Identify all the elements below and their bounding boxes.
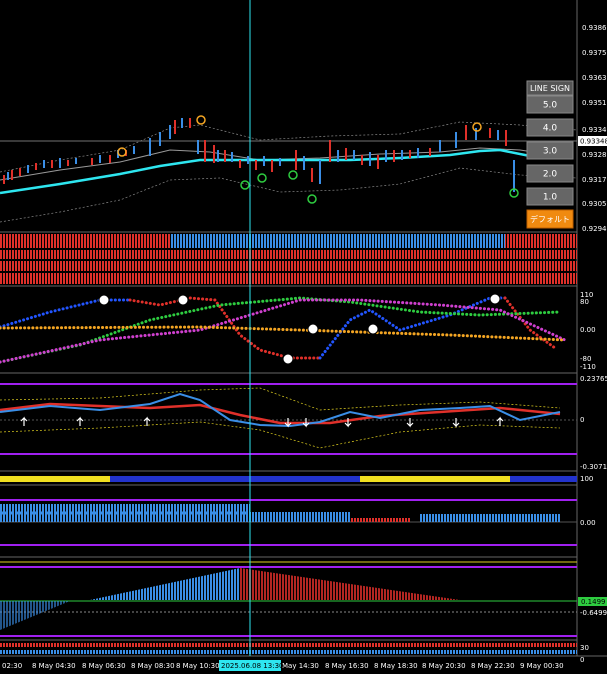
button-label[interactable]: 2.0 bbox=[543, 170, 558, 180]
button[interactable] bbox=[526, 209, 574, 229]
button-group: LINE SIGN 5.0 4.0 3.0 2.0 1.0 デフォルト bbox=[526, 80, 574, 229]
time-label: 8 May 22:30 bbox=[471, 662, 515, 670]
axis-label: 30 bbox=[580, 644, 589, 652]
price-label: 0.93635 bbox=[582, 74, 607, 82]
time-label: 8 May 16:30 bbox=[325, 662, 369, 670]
axis-label: 0.00 bbox=[580, 326, 596, 334]
axis-label: -0.6499 bbox=[580, 609, 607, 617]
indicator-axes: 110 80 0.00 -80 -110 0.23765 0 -0.3071 1… bbox=[578, 291, 607, 664]
axis-label: -80 bbox=[580, 355, 591, 363]
volume-panel bbox=[0, 561, 577, 637]
time-label: 8 May 20:30 bbox=[422, 662, 466, 670]
time-label: May 14:30 bbox=[282, 662, 319, 670]
signal-strips bbox=[0, 234, 577, 284]
axis-label: -0.3071 bbox=[580, 463, 607, 471]
button[interactable] bbox=[526, 164, 574, 183]
cursor-time: 2025.06.08 13:30 bbox=[221, 662, 283, 670]
time-label: 8 May 18:30 bbox=[374, 662, 418, 670]
button-label[interactable]: 1.0 bbox=[543, 193, 558, 203]
price-label: 0.93285 bbox=[582, 151, 607, 159]
axis-label: 0 bbox=[580, 656, 584, 664]
axis-label: 0.23765 bbox=[580, 375, 607, 383]
time-label: 02:30 bbox=[2, 662, 22, 670]
price-label: 0.93515 bbox=[582, 99, 607, 107]
button[interactable] bbox=[526, 118, 574, 137]
time-axis: 02:30 8 May 04:30 8 May 06:30 8 May 08:3… bbox=[2, 660, 564, 671]
time-label: 8 May 06:30 bbox=[82, 662, 126, 670]
axis-label: 110 bbox=[580, 291, 593, 299]
price-label: 0.93055 bbox=[582, 200, 607, 208]
oscillator-markers bbox=[98, 293, 501, 365]
button[interactable] bbox=[526, 187, 574, 206]
dot-strip bbox=[0, 476, 577, 482]
axis-label: 0.00 bbox=[580, 519, 596, 527]
time-label: 9 May 00:30 bbox=[520, 662, 564, 670]
cursor-time-box bbox=[219, 660, 281, 671]
axis-label: 80 bbox=[580, 298, 589, 306]
time-label: 8 May 10:30 bbox=[176, 662, 220, 670]
macd-panel bbox=[0, 383, 577, 455]
current-price: 0.93348 bbox=[580, 138, 607, 146]
histogram-panel bbox=[0, 499, 577, 546]
axis-label: 0 bbox=[580, 416, 584, 424]
time-label: 8 May 04:30 bbox=[32, 662, 76, 670]
value-box bbox=[578, 597, 607, 606]
button-label[interactable]: デフォルト bbox=[530, 214, 570, 224]
price-panel bbox=[0, 115, 578, 223]
button-label[interactable]: LINE SIGN bbox=[530, 84, 570, 93]
button-label[interactable]: 4.0 bbox=[543, 124, 558, 134]
time-label: 8 May 08:30 bbox=[131, 662, 175, 670]
current-price-box bbox=[578, 136, 607, 146]
panel-separators bbox=[0, 231, 607, 657]
button[interactable] bbox=[526, 141, 574, 160]
axis-label: 100 bbox=[580, 475, 593, 483]
axis-label: -110 bbox=[580, 363, 596, 371]
button-label[interactable]: 5.0 bbox=[543, 101, 558, 111]
price-label: 0.93865 bbox=[582, 24, 607, 32]
axis-label: 0.1499 bbox=[581, 598, 606, 606]
bottom-strip bbox=[0, 643, 577, 654]
button[interactable] bbox=[526, 95, 574, 114]
button-label[interactable]: 3.0 bbox=[543, 147, 558, 157]
